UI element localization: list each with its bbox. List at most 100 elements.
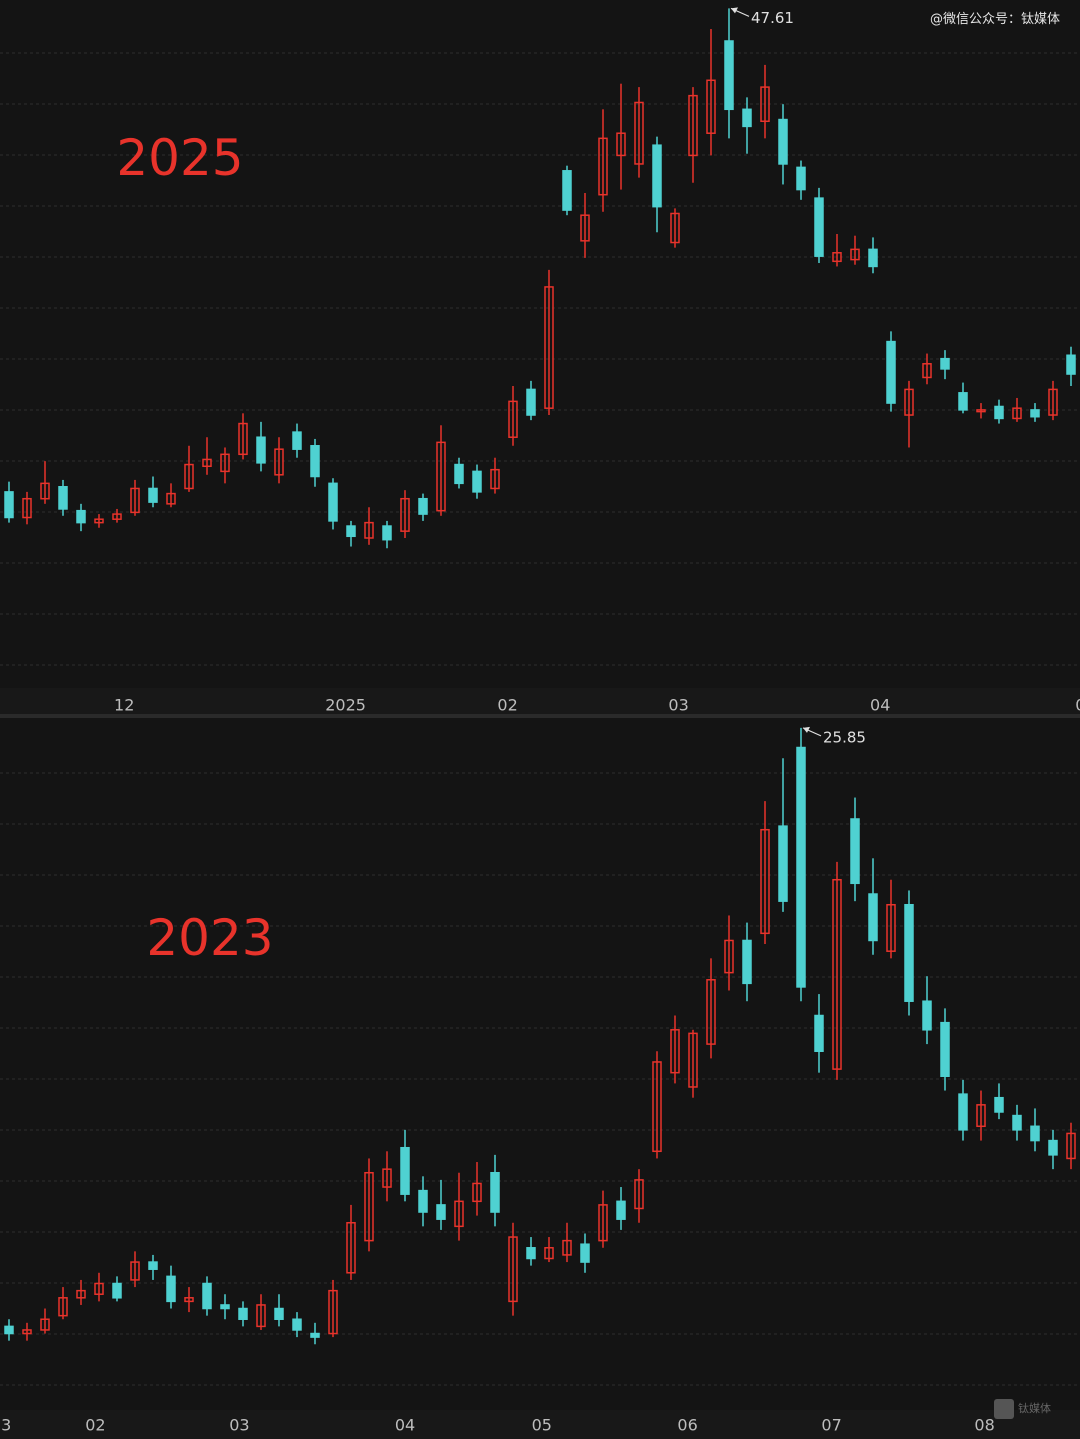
- candle-body: [1048, 388, 1058, 416]
- candle-body: [832, 252, 842, 263]
- candle-body: [778, 825, 788, 902]
- candle-body: [760, 828, 770, 935]
- candle-body: [22, 497, 32, 519]
- candle-body: [472, 470, 482, 493]
- candle-body: [130, 1261, 140, 1281]
- candle-body: [670, 212, 680, 244]
- candle-body: [310, 1332, 320, 1338]
- candle-body: [1066, 1132, 1076, 1160]
- candle-body: [1066, 354, 1076, 375]
- candle-body: [580, 1243, 590, 1263]
- candle-body: [598, 1204, 608, 1242]
- candle-body: [724, 40, 734, 111]
- candle-body: [562, 170, 572, 211]
- candle-body: [598, 137, 608, 196]
- candle-body: [544, 1247, 554, 1260]
- candle-body: [184, 463, 194, 490]
- candle-body: [382, 1168, 392, 1188]
- candlestick-chart: 2023 2023 02 03 04 05 06 07 08 25.85: [0, 726, 1080, 1435]
- candle-body: [94, 518, 104, 524]
- peak-arrowhead: [803, 726, 810, 733]
- candle-body: [814, 1014, 824, 1052]
- candle-body: [202, 1282, 212, 1310]
- candle-body: [670, 1029, 680, 1074]
- candle-body: [1012, 1114, 1022, 1131]
- candle-body: [220, 1304, 230, 1310]
- x-tick-label: 05: [532, 1416, 552, 1435]
- candle-body: [1030, 409, 1040, 418]
- candle-body: [886, 903, 896, 952]
- candle-body: [850, 248, 860, 261]
- candle-body: [562, 1239, 572, 1256]
- x-tick-label: 12: [114, 696, 134, 715]
- x-axis-band: [0, 1410, 1080, 1439]
- candle-body: [688, 1032, 698, 1088]
- candle-body: [508, 1236, 518, 1303]
- candle-body: [4, 491, 14, 519]
- candle-body: [994, 1096, 1004, 1113]
- candle-body: [112, 513, 122, 520]
- candle-body: [832, 878, 842, 1070]
- candle-body: [580, 214, 590, 242]
- x-tick-label: 07: [821, 1416, 841, 1435]
- candle-body: [58, 486, 68, 510]
- x-tick-label: 2023: [0, 1416, 11, 1435]
- candle-body: [40, 482, 50, 500]
- peak-label: 47.61: [751, 9, 794, 27]
- candle-body: [868, 248, 878, 268]
- candle-body: [490, 1171, 500, 1213]
- candle-body: [724, 939, 734, 974]
- candle-body: [796, 166, 806, 191]
- candle-body: [22, 1329, 32, 1335]
- x-tick-label: 03: [229, 1416, 249, 1435]
- candle-body: [616, 132, 626, 157]
- candle-body: [1030, 1125, 1040, 1142]
- candle-body: [238, 1307, 248, 1320]
- candle-body: [346, 525, 356, 538]
- candle-body: [202, 458, 212, 468]
- candle-body: [778, 118, 788, 165]
- candle-body: [472, 1182, 482, 1203]
- candle-body: [796, 746, 806, 988]
- candle-body: [454, 1200, 464, 1228]
- peak-arrowhead: [731, 7, 738, 14]
- candle-body: [616, 1200, 626, 1220]
- candle-body: [58, 1297, 68, 1317]
- logo-icon: [994, 1399, 1014, 1419]
- x-tick-label: 04: [870, 696, 890, 715]
- candle-body: [634, 1179, 644, 1210]
- candle-body: [436, 441, 446, 512]
- candle-body: [76, 1289, 86, 1299]
- candle-body: [400, 1146, 410, 1195]
- year-label: 2023: [146, 909, 273, 967]
- candle-body: [958, 392, 968, 411]
- candle-body: [130, 487, 140, 514]
- candle-body: [706, 979, 716, 1045]
- candle-body: [760, 86, 770, 123]
- candle-body: [418, 1189, 428, 1213]
- peak-label: 25.85: [823, 728, 866, 746]
- candle-body: [1012, 407, 1022, 420]
- candle-body: [652, 1061, 662, 1153]
- x-axis-band: [0, 688, 1080, 718]
- candle-body: [166, 492, 176, 505]
- candle-body: [274, 1307, 284, 1320]
- candle-body: [328, 482, 338, 522]
- candle-body: [508, 400, 518, 438]
- logo: 钛媒体: [994, 1399, 1051, 1419]
- watermark: @微信公众号：钛媒体: [930, 12, 1060, 27]
- candle-body: [400, 497, 410, 532]
- panel-divider: [0, 714, 1080, 718]
- x-tick-label: 02: [85, 1416, 105, 1435]
- candle-body: [940, 1021, 950, 1078]
- candle-body: [904, 388, 914, 416]
- candle-body: [958, 1093, 968, 1131]
- x-tick-label: 04: [395, 1416, 415, 1435]
- candle-body: [1048, 1139, 1058, 1156]
- x-tick-label: 05: [1075, 696, 1080, 715]
- candle-body: [526, 388, 536, 416]
- candle-body: [922, 363, 932, 379]
- candle-body: [76, 509, 86, 524]
- candle-body: [886, 340, 896, 404]
